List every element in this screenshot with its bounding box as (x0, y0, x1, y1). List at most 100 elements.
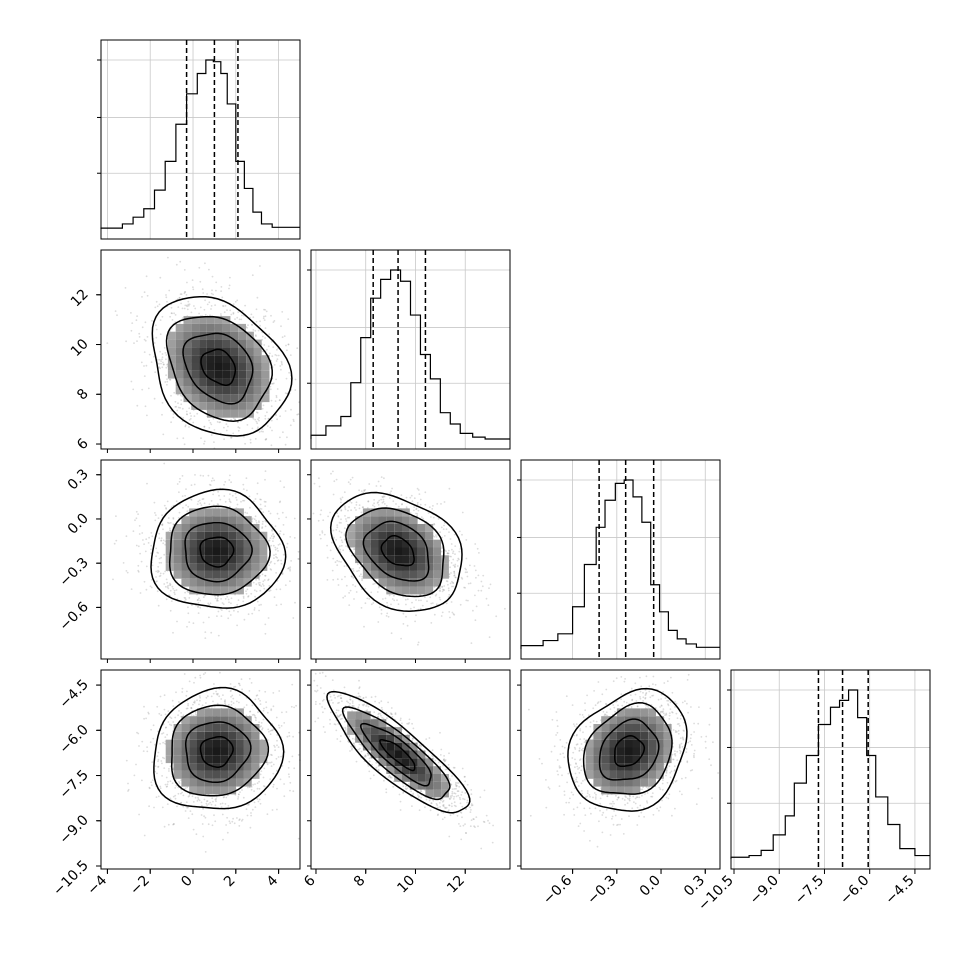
scatter-point (212, 417, 215, 420)
scatter-point (414, 620, 416, 623)
scatter-point (279, 543, 281, 545)
density-cell (386, 547, 395, 556)
scatter-point (167, 584, 170, 587)
scatter-point (331, 541, 333, 544)
scatter-point (336, 524, 339, 526)
scatter-point (406, 598, 409, 601)
panel-frame-p1-p1 (310, 249, 511, 450)
scatter-point (445, 602, 448, 605)
scatter-point (358, 569, 360, 572)
density-cell (183, 347, 192, 356)
scatter-point (297, 550, 300, 553)
scatter-point (148, 536, 151, 539)
scatter-point (161, 524, 164, 527)
scatter-point (438, 596, 441, 599)
scatter-point (343, 533, 346, 535)
scatter-point (186, 413, 188, 415)
scatter-point (154, 324, 157, 327)
scatter-point (274, 354, 277, 356)
scatter-point (178, 480, 181, 483)
scatter-point (179, 260, 182, 263)
scatter-point (261, 523, 264, 525)
scatter-point (232, 432, 235, 435)
density-cell (386, 516, 395, 524)
scatter-point (292, 420, 295, 422)
scatter-point (269, 589, 272, 592)
scatter-point (443, 501, 446, 503)
scatter-point (199, 699, 201, 702)
scatter-point (264, 574, 267, 577)
scatter-point (188, 303, 191, 306)
scatter-point (279, 365, 282, 367)
density-cell (222, 339, 231, 348)
scatter-point (192, 421, 195, 424)
scatter-point (185, 294, 188, 296)
scatter-point (214, 597, 217, 600)
scatter-point (227, 425, 229, 428)
scatter-point (322, 519, 325, 522)
scatter-point (390, 603, 392, 606)
scatter-point (441, 590, 444, 593)
density-cell (191, 394, 200, 403)
scatter-point (166, 500, 169, 503)
scatter-point (340, 561, 342, 563)
scatter-point (226, 309, 228, 311)
scatter-point (281, 363, 283, 366)
scatter-point (193, 483, 196, 486)
scatter-point (198, 499, 201, 502)
scatter-point (264, 417, 267, 420)
scatter-point (149, 585, 152, 588)
scatter-point (267, 617, 270, 619)
scatter-point (338, 545, 341, 548)
density-cell (228, 531, 237, 540)
scatter-point (277, 559, 280, 562)
scatter-point (376, 591, 379, 593)
scatter-point (185, 504, 188, 506)
scatter-point (385, 615, 388, 617)
scatter-point (216, 421, 219, 423)
density-cell (417, 586, 426, 595)
scatter-point (364, 587, 367, 590)
scatter-point (419, 607, 422, 610)
scatter-point (366, 597, 369, 600)
scatter-point (421, 604, 424, 607)
scatter-point (210, 500, 213, 502)
scatter-point (445, 528, 448, 531)
scatter-point (332, 493, 335, 496)
scatter-point (289, 354, 292, 356)
scatter-point (376, 502, 379, 504)
scatter-point (204, 672, 207, 674)
scatter-point (203, 440, 206, 443)
scatter-point (355, 509, 357, 511)
scatter-point (331, 569, 334, 572)
scatter-point (216, 503, 219, 505)
density-cell (433, 570, 441, 579)
scatter-point (372, 504, 374, 507)
scatter-point (197, 602, 200, 604)
scatter-point (186, 281, 188, 284)
scatter-point (447, 587, 450, 590)
scatter-point (237, 429, 240, 432)
histogram-p0 (97, 40, 300, 239)
scatter-point (179, 321, 181, 324)
scatter-point (176, 620, 178, 623)
scatter-point (188, 407, 191, 410)
scatter-point (329, 549, 332, 552)
scatter-point (156, 590, 159, 593)
scatter-point (262, 511, 265, 513)
scatter-point (191, 604, 193, 606)
scatter-point (224, 500, 227, 503)
scatter-point (262, 317, 265, 320)
scatter-point (265, 438, 267, 441)
scatter-point (160, 540, 163, 542)
scatter-point (405, 496, 408, 499)
scatter-point (269, 388, 272, 391)
scatter-point (257, 329, 260, 332)
scatter-point (254, 515, 257, 518)
scatter-point (183, 596, 186, 599)
scatter-point (159, 333, 162, 336)
scatter-point (424, 596, 426, 598)
scatter-point (380, 476, 383, 478)
scatter-point (232, 312, 235, 315)
scatter-point (188, 597, 191, 599)
